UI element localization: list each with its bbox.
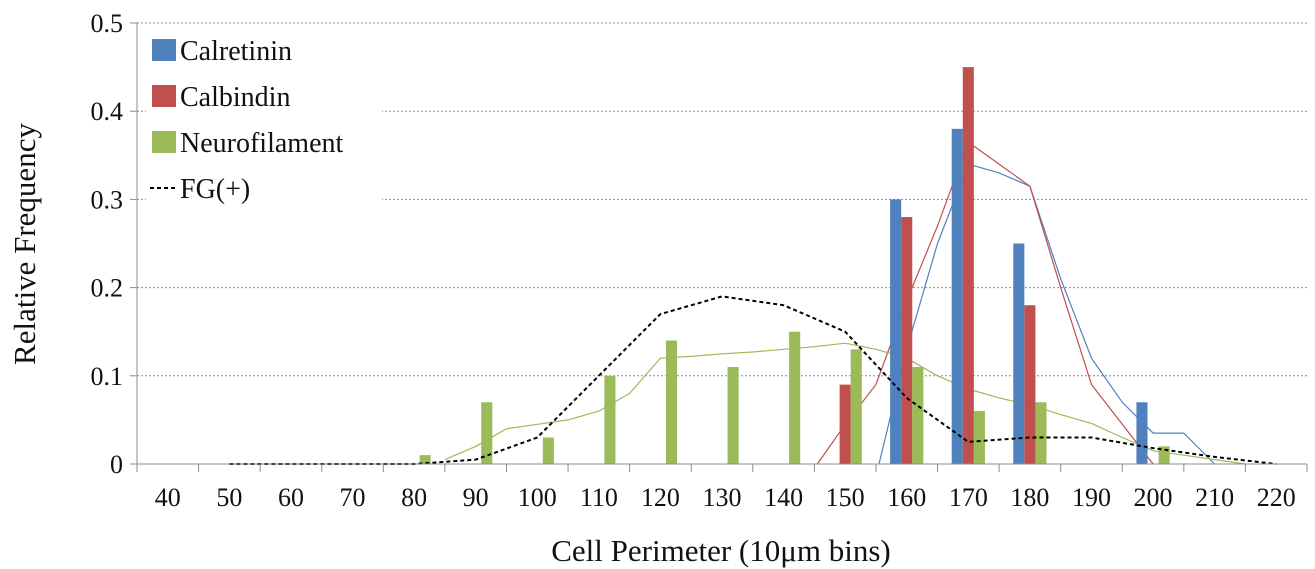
bar-calbindin [901,217,913,464]
y-tick-label: 0 [110,450,123,479]
bar-neurofilament [973,411,985,464]
x-tick-label: 120 [641,483,680,512]
fg-line [229,295,1277,465]
legend: Calretinin Calbindin Neurofilament FG(+) [146,32,382,208]
x-tick-label: 210 [1195,483,1234,512]
x-tick-label: 50 [216,483,242,512]
bar-neurofilament [419,455,431,464]
legend-swatch-calretinin [152,39,176,61]
y-tick-label: 0.3 [91,185,124,214]
bar-neurofilament [542,437,554,464]
fg-plus-line [229,295,1277,465]
bar-calbindin [839,384,851,464]
bar-neurofilament [789,331,801,464]
x-tick-label: 200 [1134,483,1173,512]
x-tick-label: 220 [1257,483,1296,512]
x-tick-label: 150 [826,483,865,512]
x-tick-label: 80 [401,483,427,512]
x-tick-label: 40 [155,483,181,512]
x-tick-label: 110 [580,483,618,512]
trend-line-calbindin [816,141,1154,465]
bar-neurofilament [1035,402,1047,464]
bar-neurofilament [727,366,739,464]
x-tick-label: 60 [278,483,304,512]
bar-calretinin [1013,243,1025,464]
x-axis-title: Cell Perimeter (10μm bins) [551,533,890,568]
bar-neurofilament [481,402,493,464]
bar-neurofilament [604,375,616,464]
trend-line-neurofilament [444,342,1246,465]
legend-label: Calretinin [180,36,292,67]
x-tick-label: 90 [463,483,489,512]
axes: 0 0.1 0.2 0.3 0.4 0.5 40 50 60 70 80 90 100 110 120 130… [91,9,1308,512]
y-tick-label: 0.1 [91,362,124,391]
trend-line-calretinin [878,163,1216,465]
x-tick-label: 190 [1072,483,1111,512]
legend-label: Calbindin [180,82,290,113]
x-tick-label: 100 [518,483,557,512]
legend-swatch-calbindin [152,85,176,107]
legend-label: Neurofilament [180,128,343,159]
x-tick-label: 70 [340,483,366,512]
legend-background [146,32,382,208]
y-tick-label: 0.5 [91,9,124,38]
trend-lines [444,141,1246,465]
x-tick-label: 180 [1010,483,1049,512]
legend-label: FG(+) [180,174,250,205]
bar-calretinin [890,199,902,464]
bar-neurofilament [1158,446,1170,464]
bar-calbindin [962,67,974,464]
x-tick-label: 170 [949,483,988,512]
legend-swatch-neurofilament [152,131,176,153]
x-tick-label: 140 [764,483,803,512]
y-tick-label: 0.2 [91,274,124,303]
bar-neurofilament [665,340,678,464]
y-axis-title: Relative Frequency [7,123,42,365]
bar-calbindin [1024,305,1036,464]
x-tick-label: 130 [703,483,742,512]
bar-neurofilament [850,349,862,464]
bar-calretinin [1136,402,1148,464]
y-tick-label: 0.4 [91,97,124,126]
x-tick-label: 160 [887,483,926,512]
bars [419,67,1170,464]
bar-neurofilament [912,366,924,464]
gridlines [137,22,1307,377]
bar-calretinin [951,128,963,464]
